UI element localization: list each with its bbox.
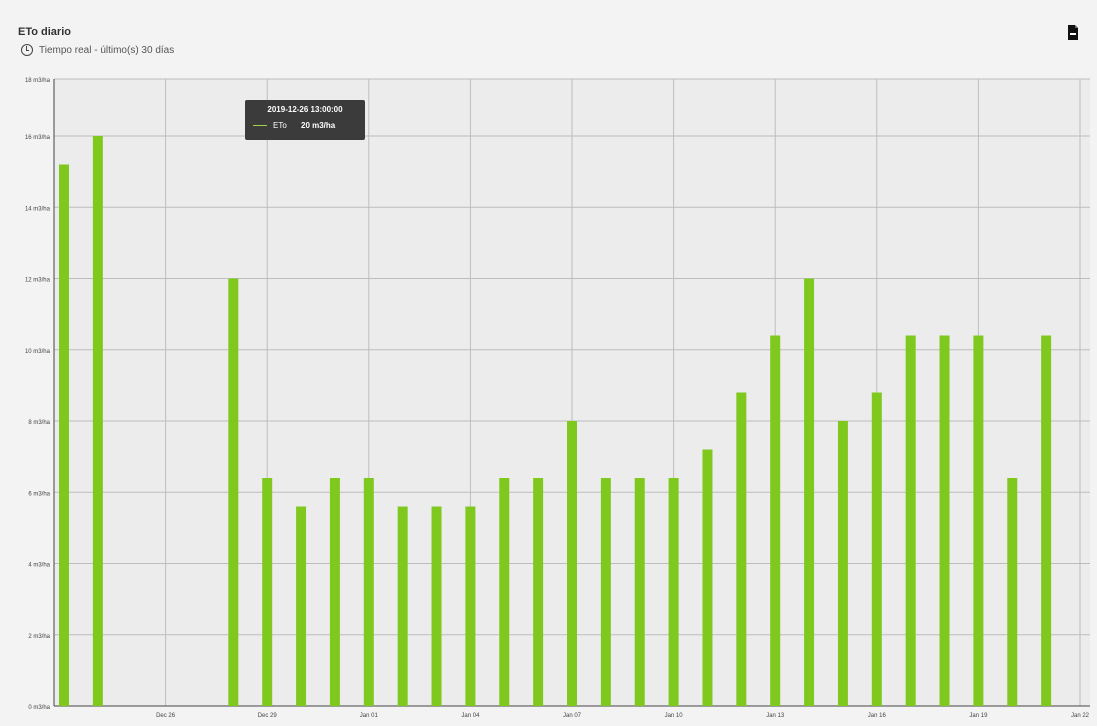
x-tick-label: Jan 04 (461, 713, 480, 719)
x-tick-label: Jan 22 (1071, 713, 1090, 719)
bar (939, 335, 950, 706)
bar (736, 392, 747, 706)
bar (296, 506, 307, 706)
tooltip-date: 2019-12-26 13:00:00 (267, 105, 343, 114)
bar (59, 164, 69, 706)
y-tick-label: 6 m3/ha (28, 491, 50, 497)
bar (634, 478, 645, 706)
bar (363, 478, 374, 706)
subtitle-text: Tiempo real - último(s) 30 días (39, 44, 175, 56)
bar (567, 421, 577, 706)
bar (262, 478, 273, 706)
x-tick-label: Dec 26 (156, 713, 176, 719)
bar (973, 335, 984, 706)
chart-title: ETo diario (18, 26, 71, 38)
y-tick-label: 4 m3/ha (28, 563, 50, 569)
bar (1007, 478, 1018, 706)
bar (228, 278, 239, 706)
bar (499, 478, 510, 706)
export-file-icon[interactable] (1067, 25, 1079, 40)
x-tick-label: Jan 07 (563, 713, 582, 719)
bar (668, 478, 679, 706)
tooltip-row: ETo 20 m3/ha (253, 121, 357, 130)
y-tick-label: 10 m3/ha (25, 349, 51, 355)
bar (465, 506, 476, 706)
bar (871, 392, 882, 706)
x-tick-label: Jan 10 (665, 713, 684, 719)
bar (1041, 335, 1052, 706)
x-tick-label: Dec 29 (258, 713, 278, 719)
bar (837, 421, 848, 706)
x-tick-label: Jan 13 (766, 713, 785, 719)
y-tick-label: 0 m3/ha (28, 705, 50, 711)
y-tick-label: 12 m3/ha (25, 278, 51, 284)
tooltip-value: 20 m3/ha (301, 121, 336, 130)
bar (92, 136, 103, 706)
bar (533, 478, 544, 706)
x-tick-label: Jan 19 (969, 713, 988, 719)
bar (431, 506, 442, 706)
bar (397, 506, 408, 706)
y-tick-label: 16 m3/ha (25, 135, 51, 141)
x-tick-label: Jan 01 (360, 713, 379, 719)
bar (804, 278, 815, 706)
bar (329, 478, 340, 706)
y-tick-label: 8 m3/ha (28, 420, 50, 426)
tooltip-series-line (253, 124, 267, 127)
chart-tooltip: 2019-12-26 13:00:00 ETo 20 m3/ha (245, 100, 365, 140)
bar (770, 335, 781, 706)
y-tick-label: 14 m3/ha (25, 206, 51, 212)
x-tick-label: Jan 16 (868, 713, 887, 719)
tooltip-series-name: ETo (273, 121, 287, 130)
bar (600, 478, 611, 706)
bar (702, 449, 713, 706)
y-tick-label: 2 m3/ha (28, 634, 50, 640)
bar (905, 335, 916, 706)
chart-subtitle: Tiempo real - último(s) 30 días (21, 44, 174, 56)
y-tick-label: 18 m3/ha (25, 78, 51, 84)
clock-icon (21, 44, 33, 56)
